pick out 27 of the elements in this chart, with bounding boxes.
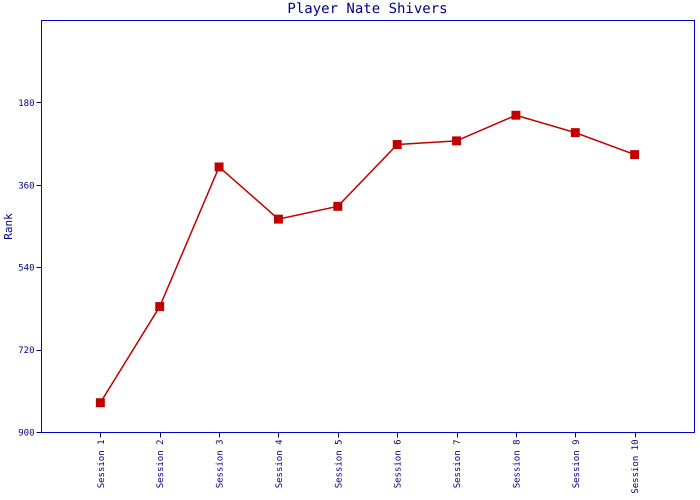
x-tick-label: Session 8 <box>512 440 522 488</box>
point <box>630 150 640 160</box>
x-tick-label: Session 7 <box>453 440 464 488</box>
point <box>333 202 342 211</box>
y-tick-label: 180 <box>18 98 34 109</box>
y-tick-label: 720 <box>18 346 34 356</box>
point <box>511 110 520 120</box>
point <box>392 140 402 149</box>
point <box>155 302 164 312</box>
point <box>570 128 580 138</box>
x-tick-label: Session 3 <box>216 440 226 488</box>
x-tick-label: Session 6 <box>394 440 404 488</box>
point <box>274 214 283 224</box>
x-tick-label: Session 1 <box>96 440 107 488</box>
y-tick-label: 360 <box>18 181 34 192</box>
x-tick-label: Session 9 <box>572 440 582 488</box>
x-tick-label: Session 5 <box>334 440 344 488</box>
point <box>96 398 105 408</box>
y-tick-label: 900 <box>18 428 34 438</box>
y-axis-title: Rank <box>2 212 16 240</box>
x-tick-label: Session 2 <box>156 440 166 488</box>
chart-title: Player Nate Shivers <box>287 1 448 17</box>
point <box>214 162 224 172</box>
x-tick-label: Session 10 <box>631 440 642 494</box>
point <box>452 136 462 146</box>
y-tick-label: 540 <box>18 264 34 274</box>
x-tick-label: Session 4 <box>274 440 285 488</box>
